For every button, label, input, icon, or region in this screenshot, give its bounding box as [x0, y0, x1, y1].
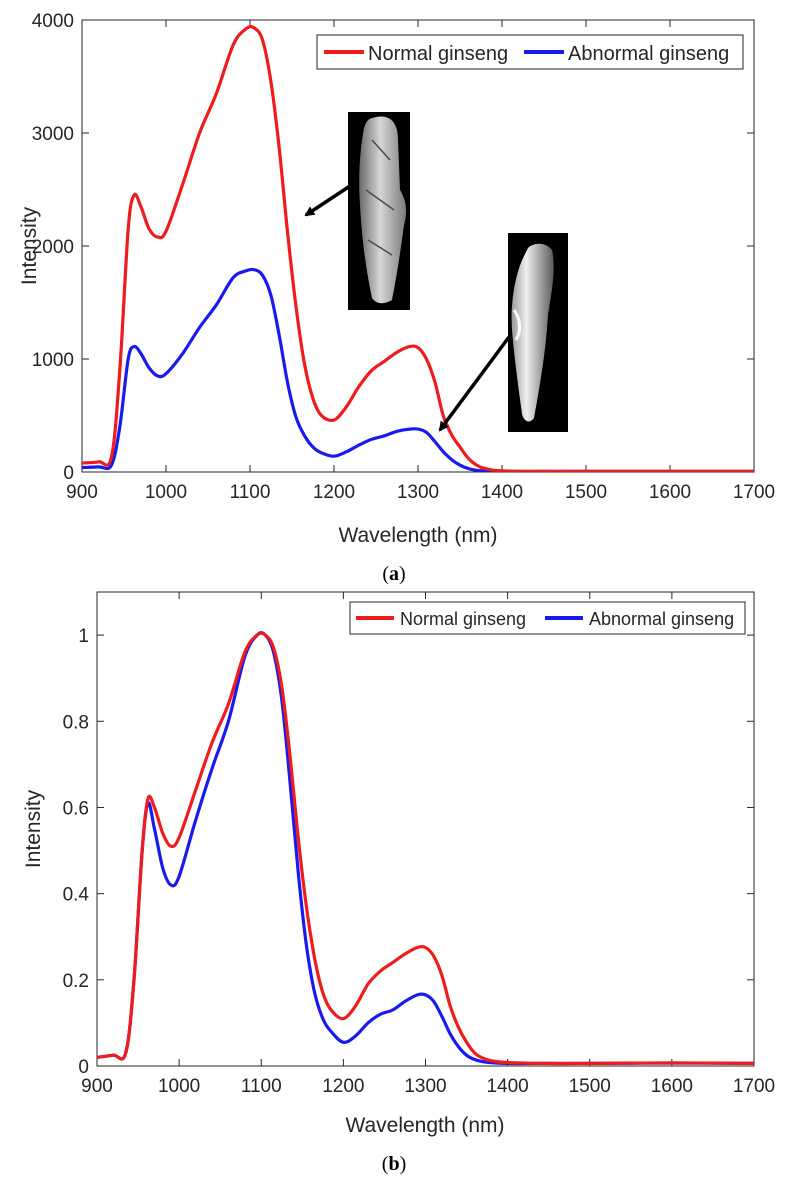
- y-tick-label: 1: [78, 626, 89, 647]
- series-line-normal-ginseng: [82, 25, 754, 472]
- x-tick-label: 900: [66, 482, 98, 503]
- y-axis-label-b: Intensity: [22, 789, 45, 868]
- legend-label-normal: Normal ginseng: [368, 43, 508, 65]
- x-tick-label: 1400: [486, 1076, 528, 1097]
- abnormal-ginseng-root-image: [508, 233, 568, 432]
- caption-a: (a): [382, 563, 405, 585]
- x-tick-label: 900: [81, 1076, 113, 1097]
- plot-area-a: [81, 19, 755, 473]
- x-tick-label: 1300: [404, 1076, 446, 1097]
- x-tick-label: 1200: [322, 1076, 364, 1097]
- x-tick-label: 1600: [651, 1076, 693, 1097]
- arrow-to-normal-curve: [304, 184, 351, 217]
- x-tick-label: 1100: [241, 1076, 282, 1097]
- axis-ticks-a: 900 1000 1100 1200 1300 1400 1500 1600 1700 0 1000…: [32, 11, 775, 503]
- x-tick-label: 1700: [733, 1076, 775, 1097]
- x-tick-label: 1200: [313, 482, 355, 503]
- x-tick-label: 1400: [481, 482, 523, 503]
- svg-text:(b): (b): [382, 1153, 406, 1175]
- y-tick-label: 1000: [32, 350, 74, 371]
- x-tick-label: 1500: [569, 1076, 611, 1097]
- legend-label-normal: Normal ginseng: [400, 609, 526, 629]
- chart-panel-a: 900 1000 1100 1200 1300 1400 1500 1600 1700 0 1000…: [18, 11, 775, 585]
- x-axis-label-a: Wavelength (nm): [338, 524, 497, 547]
- x-axis-label-b: Wavelength (nm): [345, 1114, 504, 1137]
- x-tick-label: 1700: [733, 482, 775, 503]
- x-tick-label: 1300: [397, 482, 439, 503]
- caption-letter-b: b: [388, 1153, 399, 1175]
- legend-a: Normal ginseng Abnormal ginseng: [316, 34, 744, 70]
- y-tick-label: 0: [78, 1057, 89, 1078]
- axis-ticks-b: 900 1000 1100 1200 1300 1400 1500 1600 1700 0 0.2 0…: [63, 592, 775, 1097]
- x-tick-label: 1500: [565, 482, 607, 503]
- x-tick-label: 1600: [649, 482, 691, 503]
- y-tick-label: 3000: [32, 124, 74, 145]
- legend-label-abnormal: Abnormal ginseng: [589, 609, 734, 629]
- y-tick-label: 0.4: [63, 885, 90, 906]
- y-tick-label: 0.6: [63, 798, 89, 819]
- series-line-normal-ginseng: [97, 631, 754, 1066]
- x-tick-label: 1000: [158, 1076, 200, 1097]
- caption-b: (b): [382, 1153, 406, 1175]
- y-tick-label: 2000: [32, 237, 74, 258]
- legend-b: Normal ginseng Abnormal ginseng: [349, 601, 746, 635]
- y-tick-label: 0.2: [63, 971, 89, 992]
- normal-ginseng-root-image: [348, 112, 410, 310]
- chart-panel-b: 900 1000 1100 1200 1300 1400 1500 1600 1700 0 0.2 0…: [22, 591, 775, 1175]
- y-tick-label: 4000: [32, 11, 74, 32]
- y-axis-label-a: Intensity: [18, 206, 41, 285]
- series-lines-b: [97, 631, 754, 1066]
- y-tick-label: 0: [63, 463, 74, 484]
- arrow-to-abnormal-curve: [438, 335, 511, 432]
- x-tick-label: 1000: [145, 482, 187, 503]
- series-line-abnormal-ginseng: [97, 631, 754, 1066]
- caption-letter-a: a: [389, 563, 399, 585]
- series-lines-a: [82, 25, 754, 472]
- svg-text:(a): (a): [382, 563, 405, 585]
- y-tick-label: 0.8: [63, 712, 89, 733]
- legend-label-abnormal: Abnormal ginseng: [568, 43, 729, 65]
- x-tick-label: 1100: [230, 482, 271, 503]
- series-line-abnormal-ginseng: [82, 267, 754, 472]
